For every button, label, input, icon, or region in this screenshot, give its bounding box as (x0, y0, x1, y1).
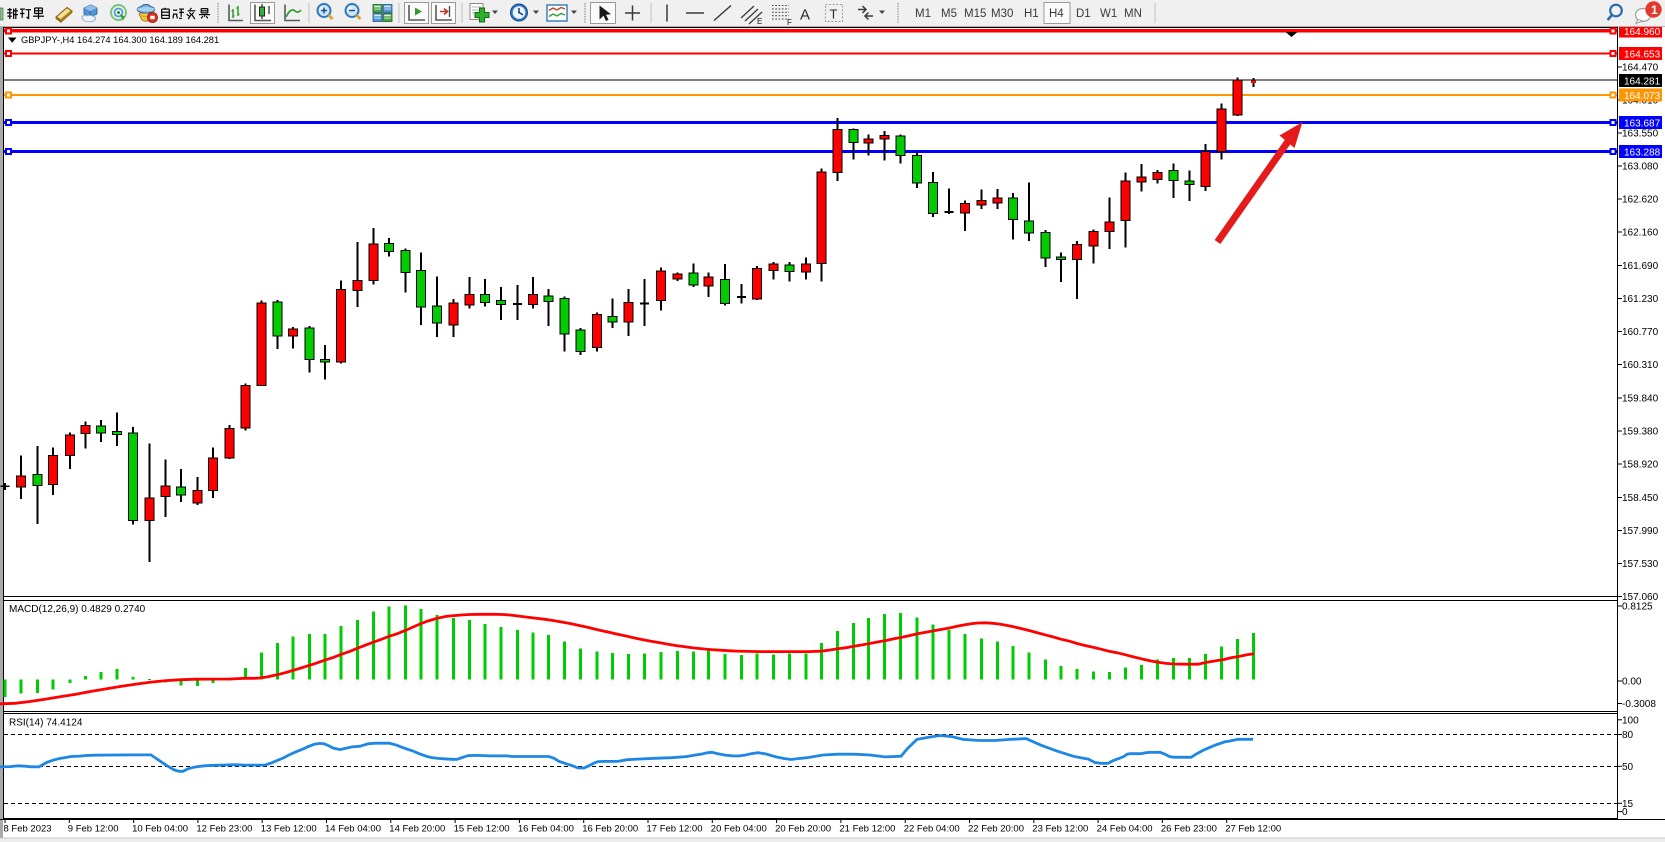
svg-text:8 Feb 2023: 8 Feb 2023 (4, 824, 52, 835)
svg-text:80: 80 (1622, 730, 1634, 741)
svg-text:159.840: 159.840 (1622, 394, 1659, 405)
svg-text:20 Feb 04:00: 20 Feb 04:00 (711, 824, 767, 835)
svg-text:24 Feb 04:00: 24 Feb 04:00 (1097, 824, 1153, 835)
svg-text:16 Feb 20:00: 16 Feb 20:00 (582, 824, 638, 835)
svg-text:50: 50 (1622, 762, 1634, 773)
svg-text:164.653: 164.653 (1624, 49, 1661, 60)
svg-text:H1: H1 (1024, 8, 1039, 20)
svg-text:26 Feb 23:00: 26 Feb 23:00 (1161, 824, 1217, 835)
svg-text:158.450: 158.450 (1622, 493, 1659, 504)
svg-text:20 Feb 20:00: 20 Feb 20:00 (775, 824, 831, 835)
svg-text:163.550: 163.550 (1622, 129, 1659, 140)
svg-text:161.230: 161.230 (1622, 294, 1659, 305)
svg-text:-0.3008: -0.3008 (1622, 699, 1656, 710)
svg-text:A: A (800, 7, 810, 24)
svg-text:160.770: 160.770 (1622, 327, 1659, 338)
svg-text:MN: MN (1124, 8, 1142, 20)
svg-text:162.620: 162.620 (1622, 195, 1659, 206)
svg-text:100: 100 (1622, 715, 1639, 726)
svg-text:164.281: 164.281 (1624, 76, 1661, 87)
svg-text:164.960: 164.960 (1624, 27, 1661, 38)
svg-text:160.310: 160.310 (1622, 360, 1659, 371)
svg-text:RSI(14) 74.4124: RSI(14) 74.4124 (9, 718, 83, 729)
svg-text:27 Feb 12:00: 27 Feb 12:00 (1225, 824, 1281, 835)
svg-text:W1: W1 (1100, 8, 1117, 20)
svg-text:163.080: 163.080 (1622, 162, 1659, 173)
svg-text:13 Feb 12:00: 13 Feb 12:00 (261, 824, 317, 835)
svg-text:158.920: 158.920 (1622, 460, 1659, 471)
svg-text:17 Feb 12:00: 17 Feb 12:00 (647, 824, 703, 835)
svg-text:0.8125: 0.8125 (1622, 602, 1653, 613)
svg-text:MACD(12,26,9) 0.4829 0.2740: MACD(12,26,9) 0.4829 0.2740 (9, 604, 146, 615)
svg-text:M1: M1 (915, 8, 931, 20)
svg-text:23 Feb 12:00: 23 Feb 12:00 (1032, 824, 1088, 835)
svg-text:161.690: 161.690 (1622, 261, 1659, 272)
svg-text:159.380: 159.380 (1622, 427, 1659, 438)
svg-text:157.060: 157.060 (1622, 592, 1659, 603)
svg-text:164.470: 164.470 (1622, 63, 1659, 74)
svg-text:T: T (830, 7, 838, 22)
svg-text:10 Feb 04:00: 10 Feb 04:00 (132, 824, 188, 835)
svg-text:F: F (787, 18, 792, 27)
svg-text:9 Feb 12:00: 9 Feb 12:00 (68, 824, 119, 835)
svg-text:164.073: 164.073 (1624, 91, 1661, 102)
svg-text:M5: M5 (941, 8, 957, 20)
svg-text:163.288: 163.288 (1624, 147, 1661, 158)
svg-text:E: E (757, 17, 762, 26)
svg-text:H4: H4 (1049, 8, 1064, 20)
svg-text:14 Feb 04:00: 14 Feb 04:00 (325, 824, 381, 835)
svg-text:22 Feb 20:00: 22 Feb 20:00 (968, 824, 1024, 835)
svg-text:D1: D1 (1076, 8, 1091, 20)
svg-text:M30: M30 (991, 8, 1013, 20)
svg-text:157.530: 157.530 (1622, 559, 1659, 570)
svg-text:14 Feb 20:00: 14 Feb 20:00 (389, 824, 445, 835)
svg-text:16 Feb 04:00: 16 Feb 04:00 (518, 824, 574, 835)
svg-text:162.160: 162.160 (1622, 228, 1659, 239)
svg-text:21 Feb 12:00: 21 Feb 12:00 (839, 824, 895, 835)
svg-text:157.990: 157.990 (1622, 526, 1659, 537)
svg-text:12 Feb 23:00: 12 Feb 23:00 (196, 824, 252, 835)
svg-text:15: 15 (1622, 799, 1634, 810)
svg-text:0.00: 0.00 (1622, 677, 1642, 688)
svg-text:GBPJPY-,H4 164.274 164.300 16: GBPJPY-,H4 164.274 164.300 164.189 164.2… (21, 35, 219, 45)
svg-text:1: 1 (1651, 3, 1658, 17)
svg-text:M15: M15 (964, 8, 986, 20)
svg-text:163.687: 163.687 (1624, 118, 1661, 129)
svg-text:0: 0 (1622, 807, 1628, 818)
svg-text:22 Feb 04:00: 22 Feb 04:00 (904, 824, 960, 835)
svg-text:15 Feb 12:00: 15 Feb 12:00 (454, 824, 510, 835)
